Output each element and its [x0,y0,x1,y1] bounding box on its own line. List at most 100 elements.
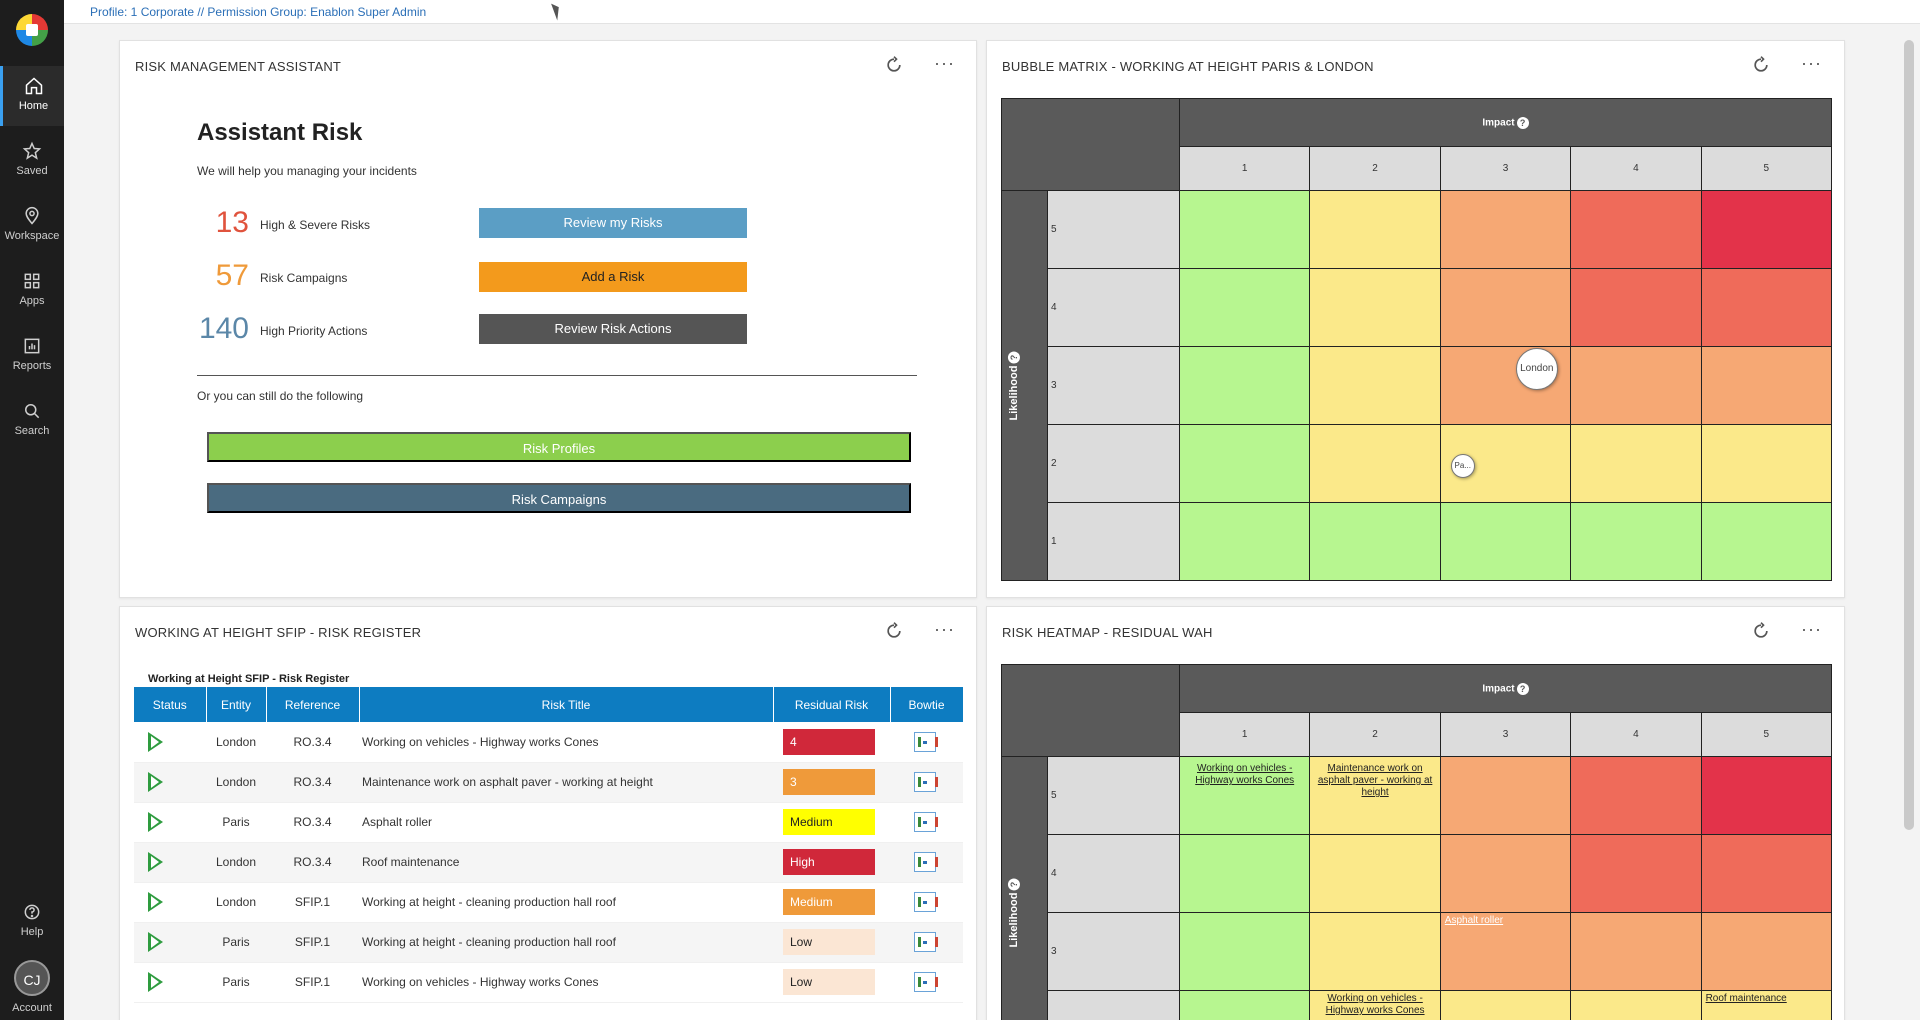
play-status-icon[interactable] [148,932,163,952]
matrix-cell[interactable] [1178,990,1311,1020]
matrix-cell[interactable] [1309,268,1441,347]
sidebar-item-home[interactable]: Home [0,66,64,126]
matrix-cell[interactable] [1700,912,1833,991]
matrix-cell[interactable] [1178,346,1311,425]
column-header-entity[interactable]: Entity [206,687,267,722]
play-status-icon[interactable] [148,852,163,872]
refresh-icon[interactable] [884,55,904,75]
matrix-cell[interactable]: Maintenance work on asphalt paver - work… [1309,756,1441,835]
matrix-cell[interactable] [1570,424,1702,503]
matrix-cell[interactable] [1439,990,1572,1020]
matrix-cell[interactable]: Pa... [1439,424,1572,503]
matrix-cell[interactable]: Working on vehicles - Highway works Cone… [1178,756,1311,835]
matrix-cell[interactable] [1309,346,1441,425]
risk-title-cell[interactable]: Roof maintenance [359,842,773,883]
bowtie-icon[interactable] [914,812,938,832]
app-logo[interactable] [16,14,48,46]
refresh-icon[interactable] [1751,621,1771,641]
matrix-cell[interactable] [1309,834,1441,913]
sidebar-item-workspace[interactable]: Workspace [0,196,64,256]
more-options-icon[interactable]: ··· [934,619,955,639]
play-status-icon[interactable] [148,731,163,752]
risk-title-cell[interactable]: Working at height - cleaning production … [359,882,773,923]
bowtie-icon[interactable] [914,932,938,952]
matrix-cell[interactable] [1700,834,1833,913]
heatmap-risk-link[interactable]: Working on vehicles - Highway works Cone… [1325,993,1425,1016]
matrix-cell[interactable] [1178,912,1311,991]
more-options-icon[interactable]: ··· [1801,53,1822,73]
bowtie-icon[interactable] [914,731,938,752]
matrix-cell[interactable] [1570,834,1702,913]
bowtie-icon[interactable] [914,772,938,792]
sidebar-item-help[interactable]: Help [0,892,64,952]
refresh-icon[interactable] [1751,55,1771,75]
heatmap-risk-link[interactable]: Asphalt roller [1444,915,1504,926]
help-icon[interactable]: ? [1008,878,1021,890]
sidebar-item-search[interactable]: Search [0,391,64,451]
matrix-cell[interactable] [1570,268,1702,347]
matrix-cell[interactable] [1178,268,1311,347]
column-header-risk-title[interactable]: Risk Title [359,687,774,722]
column-header-bowtie[interactable]: Bowtie [890,687,964,722]
matrix-cell[interactable] [1178,424,1311,503]
matrix-cell[interactable] [1570,756,1702,835]
heatmap-risk-link[interactable]: Roof maintenance [1705,993,1787,1004]
matrix-cell[interactable] [1570,912,1702,991]
play-status-icon[interactable] [148,892,163,912]
matrix-cell[interactable] [1700,424,1833,503]
risk-title-cell[interactable]: Working on vehicles - Highway works Cone… [359,722,773,763]
matrix-cell[interactable] [1309,912,1441,991]
help-icon[interactable]: ? [1008,351,1021,363]
matrix-cell[interactable] [1178,502,1311,581]
matrix-cell[interactable] [1439,190,1572,269]
risk-campaigns-button[interactable]: Risk Campaigns [207,483,911,513]
bowtie-icon[interactable] [914,852,938,872]
matrix-cell[interactable]: Roof maintenance [1700,990,1833,1020]
matrix-cell[interactable] [1700,346,1833,425]
more-options-icon[interactable]: ··· [1801,619,1822,639]
matrix-cell[interactable] [1309,502,1441,581]
matrix-cell[interactable] [1700,756,1833,835]
column-header-status[interactable]: Status [134,687,207,722]
matrix-cell[interactable] [1700,190,1833,269]
breadcrumb[interactable]: Profile: 1 Corporate // Permission Group… [90,5,427,19]
matrix-cell[interactable] [1439,834,1572,913]
matrix-cell[interactable] [1570,346,1702,425]
matrix-cell[interactable]: Working on vehicles - Highway works Cone… [1309,990,1441,1020]
sidebar-item-reports[interactable]: Reports [0,326,64,386]
matrix-cell[interactable] [1309,190,1441,269]
play-status-icon[interactable] [148,812,163,832]
risk-profiles-button[interactable]: Risk Profiles [207,432,911,462]
page-scrollbar[interactable] [1904,40,1914,830]
column-header-residual-risk[interactable]: Residual Risk [773,687,891,722]
matrix-cell[interactable] [1570,190,1702,269]
matrix-cell[interactable] [1700,268,1833,347]
matrix-cell[interactable] [1570,990,1702,1020]
column-header-reference[interactable]: Reference [266,687,360,722]
more-options-icon[interactable]: ··· [934,53,955,73]
help-icon[interactable]: ? [1516,682,1529,695]
risk-title-cell[interactable]: Working on vehicles - Highway works Cone… [359,962,773,1003]
matrix-cell[interactable] [1178,190,1311,269]
bubble-paris[interactable]: Pa... [1450,454,1475,478]
risk-title-cell[interactable]: Working at height - cleaning production … [359,922,773,963]
matrix-cell[interactable] [1570,502,1702,581]
matrix-cell[interactable] [1439,756,1572,835]
matrix-cell[interactable] [1178,834,1311,913]
matrix-cell[interactable] [1439,502,1572,581]
play-status-icon[interactable] [148,972,163,992]
bowtie-icon[interactable] [914,892,938,912]
avatar[interactable]: CJ [14,960,50,996]
review-risk-actions-button[interactable]: Review Risk Actions [479,314,747,344]
bowtie-icon[interactable] [914,972,938,992]
heatmap-risk-link[interactable]: Maintenance work on asphalt paver - work… [1317,763,1433,798]
risk-title-cell[interactable]: Asphalt roller [359,802,773,843]
heatmap-risk-link[interactable]: Working on vehicles - Highway works Cone… [1195,763,1295,786]
play-status-icon[interactable] [148,772,163,792]
sidebar-item-saved[interactable]: Saved [0,131,64,191]
account-label[interactable]: Account [12,1002,52,1014]
sidebar-item-apps[interactable]: Apps [0,261,64,321]
bubble-london[interactable]: London [1515,348,1558,390]
matrix-cell[interactable]: London [1439,346,1572,425]
help-icon[interactable]: ? [1516,116,1529,129]
